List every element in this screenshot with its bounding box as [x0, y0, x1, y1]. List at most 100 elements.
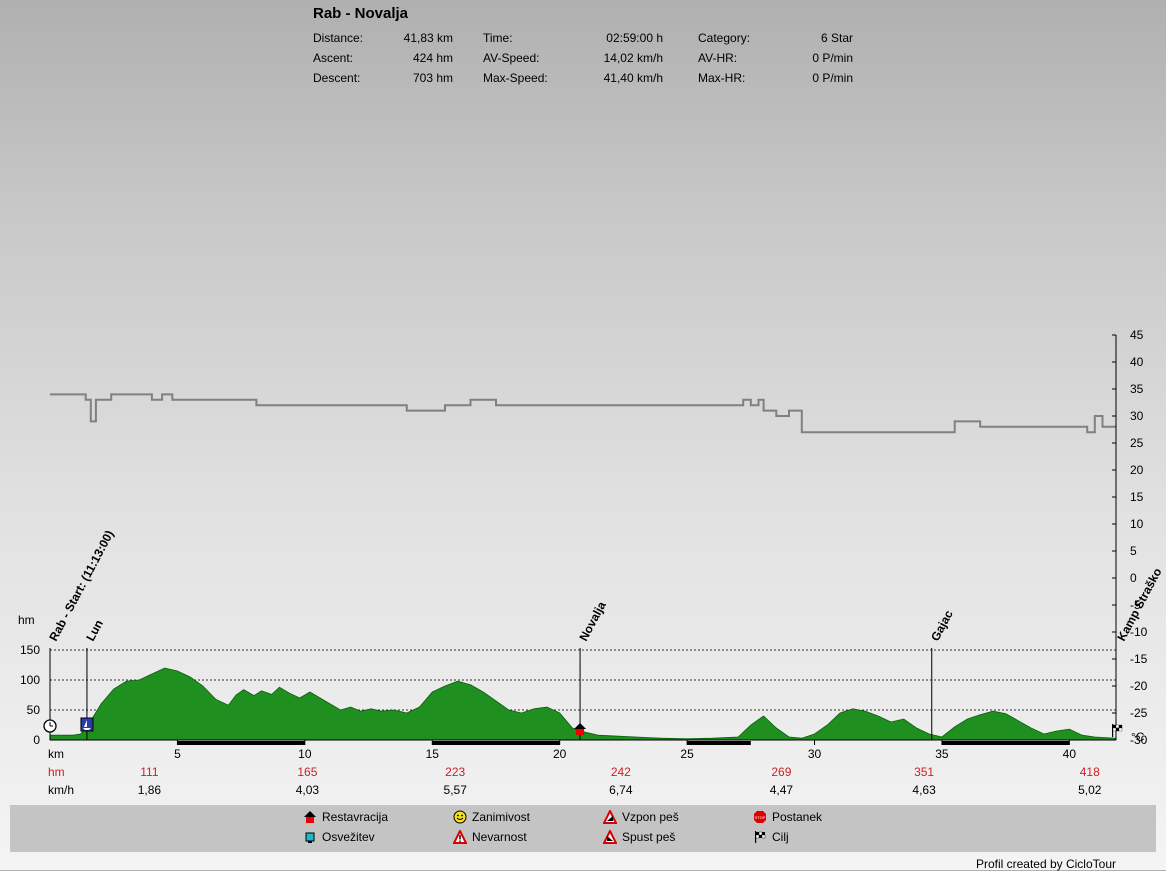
x-tick-label: 40 — [1063, 747, 1077, 761]
stat-value: 6 Star — [820, 31, 853, 45]
legend-item: Osvežitev — [303, 830, 375, 844]
stat-label: Max-Speed: — [483, 71, 548, 85]
right-tick-label: -25 — [1130, 706, 1148, 720]
flag-square — [1118, 724, 1123, 729]
stat-value: 0 P/min — [812, 71, 853, 85]
ferry-icon — [80, 717, 94, 732]
x-tick-label: 10 — [298, 747, 312, 761]
y-tick-label: 150 — [20, 643, 40, 657]
ferry-hull — [82, 728, 91, 730]
x-tick-label: 20 — [553, 747, 567, 761]
legend-label: Vzpon peš — [622, 810, 679, 824]
summary-value: 4,03 — [296, 783, 320, 797]
legend-item: Vzpon peš — [603, 810, 679, 824]
descent-icon — [603, 830, 617, 844]
start-clock-icon — [43, 719, 57, 733]
stat-label: Max-HR: — [698, 71, 746, 85]
right-tick-label: -30 — [1130, 733, 1148, 747]
surface-segment — [177, 741, 305, 745]
waypoint-label: Novalja — [576, 599, 609, 644]
legend-item: Spust peš — [603, 830, 675, 844]
surface-segment — [432, 741, 560, 745]
svg-text:STOP: STOP — [755, 815, 766, 820]
waypoint-label: Gajac — [928, 608, 956, 644]
credit-text: Profil created by CicloTour — [975, 857, 1116, 871]
right-tick-label: 45 — [1130, 328, 1144, 342]
house-icon — [304, 811, 316, 823]
right-tick-label: 30 — [1130, 409, 1144, 423]
stat-label: AV-HR: — [698, 51, 738, 65]
house-roof — [574, 723, 587, 729]
surface-segment — [687, 741, 751, 745]
stat-value: 703 hm — [412, 71, 453, 85]
stat-value: 41,83 km — [403, 31, 453, 45]
legend-item: Nevarnost — [453, 830, 527, 844]
temperature-line — [50, 393, 1116, 434]
right-tick-label: -5 — [1130, 598, 1141, 612]
legend-item: Zanimivost — [453, 810, 530, 824]
summary-value: 223 — [445, 765, 465, 779]
finish-flag-icon — [1112, 724, 1123, 737]
chart-title: Rab - Novalja — [313, 5, 409, 22]
flag-pole — [1112, 724, 1114, 737]
summary-value: 111 — [140, 765, 159, 779]
stat-label: AV-Speed: — [483, 51, 540, 65]
climb-icon — [603, 810, 617, 824]
axis-layer: 050100150hm454035302520151050-5-10-15-20… — [18, 328, 1148, 761]
flag-square — [1118, 727, 1123, 732]
summary-value: 4,47 — [770, 783, 794, 797]
elevation-profile-chart: 050100150hm454035302520151050-5-10-15-20… — [18, 328, 1165, 797]
x-tick-label: 35 — [935, 747, 949, 761]
right-tick-label: 35 — [1130, 382, 1144, 396]
stat-value: 02:59:00 h — [606, 31, 663, 45]
elevation-area-layer — [49, 667, 1117, 741]
stat-value: 14,02 km/h — [603, 51, 663, 65]
summary-rows-layer: hm 111 165 223 242 269 351 418 km/h 1,86 4,03 5,57 6… — [48, 765, 1102, 797]
temperature-line-layer — [50, 393, 1116, 434]
flag-square — [1115, 727, 1120, 732]
right-tick-label: -10 — [1130, 625, 1148, 639]
right-tick-label: 40 — [1130, 355, 1144, 369]
waypoint-label: Rab - Start: (11:13:00) — [46, 528, 116, 644]
summary-row-label: km/h — [48, 783, 74, 797]
right-tick-label: 25 — [1130, 436, 1144, 450]
stat-label: Category: — [698, 31, 751, 45]
stat-value: 0 P/min — [812, 51, 853, 65]
summary-value: 1,86 — [138, 783, 162, 797]
summary-value: 269 — [771, 765, 791, 779]
house-body — [576, 729, 585, 735]
legend-label: Restavracija — [322, 810, 389, 824]
x-tick-label: 5 — [174, 747, 181, 761]
stop-icon: STOP — [754, 811, 766, 823]
x-tick-label: 30 — [808, 747, 822, 761]
smiley-icon — [453, 810, 467, 824]
surface-segment — [941, 741, 1070, 745]
finish-flag-icon — [755, 831, 766, 843]
ferry-sail — [83, 720, 87, 727]
legend-item: Restavracija — [303, 810, 388, 824]
warning-icon — [453, 830, 467, 844]
right-tick-label: -15 — [1130, 652, 1148, 666]
legend-item: Cilj — [753, 830, 789, 844]
legend-label: Cilj — [772, 830, 789, 844]
right-tick-label: 0 — [1130, 571, 1137, 585]
house-icon — [574, 723, 587, 735]
summary-value: 5,02 — [1078, 783, 1102, 797]
y-tick-label: 50 — [27, 703, 41, 717]
x-tick-label: 25 — [680, 747, 694, 761]
legend-label: Postanek — [772, 810, 823, 824]
summary-value: 418 — [1080, 765, 1100, 779]
y-tick-label: 100 — [20, 673, 40, 687]
summary-value: 165 — [297, 765, 317, 779]
summary-value: 6,74 — [609, 783, 633, 797]
stat-label: Ascent: — [313, 51, 354, 65]
right-tick-label: 15 — [1130, 490, 1144, 504]
right-tick-label: 20 — [1130, 463, 1144, 477]
legend-label: Spust peš — [622, 830, 676, 844]
right-axis-label: °C — [1131, 730, 1145, 744]
y-tick-label: 0 — [33, 733, 40, 747]
stat-label: Distance: — [313, 31, 364, 45]
summary-row-label: hm — [48, 765, 65, 779]
flag-square — [1112, 724, 1117, 729]
stat-value: 41,40 km/h — [603, 71, 663, 85]
